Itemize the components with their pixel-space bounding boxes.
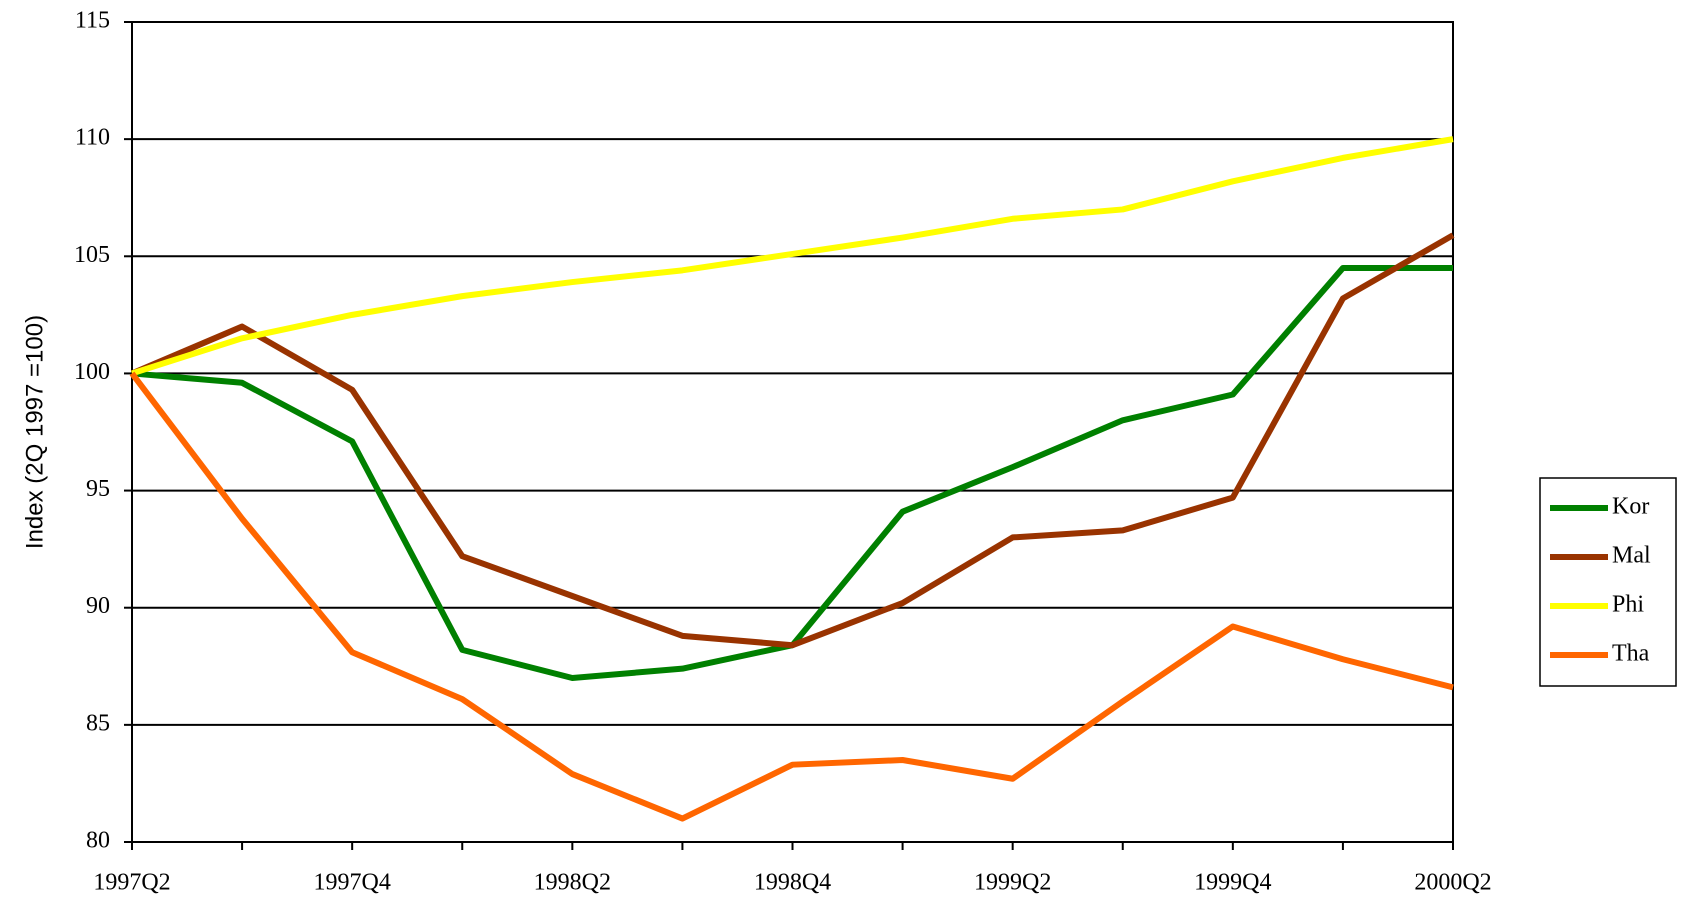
y-tick-label: 80 [86, 828, 110, 854]
x-tick-label: 1997Q4 [313, 870, 390, 896]
y-axis-label: Index (2Q 1997 =100) [21, 315, 48, 549]
legend-label: Phi [1612, 592, 1644, 618]
y-tick-label: 110 [75, 125, 110, 151]
y-tick-label: 100 [74, 359, 110, 385]
series-line [131, 265, 1453, 681]
x-tick-label: 2000Q2 [1414, 870, 1491, 896]
x-tick-label: 1998Q4 [754, 870, 831, 896]
x-tick-label: 1999Q2 [974, 870, 1051, 896]
series-line [130, 232, 1455, 649]
legend-box [1539, 477, 1677, 687]
legend-label: Kor [1612, 494, 1649, 520]
y-tick-label: 85 [86, 710, 110, 736]
legend-label: Tha [1612, 641, 1650, 667]
x-tick-label: 1998Q2 [534, 870, 611, 896]
y-tick-label: 90 [86, 593, 110, 619]
y-tick-label: 115 [75, 8, 110, 34]
x-tick-label: 1999Q4 [1194, 870, 1271, 896]
series-line [131, 136, 1454, 377]
x-tick-label: 1997Q2 [93, 870, 170, 896]
plot-frame [131, 21, 1454, 843]
y-tick-label: 105 [74, 242, 110, 268]
y-tick-label: 95 [86, 476, 110, 502]
series-line [129, 371, 1454, 822]
legend-label: Mal [1612, 543, 1651, 569]
